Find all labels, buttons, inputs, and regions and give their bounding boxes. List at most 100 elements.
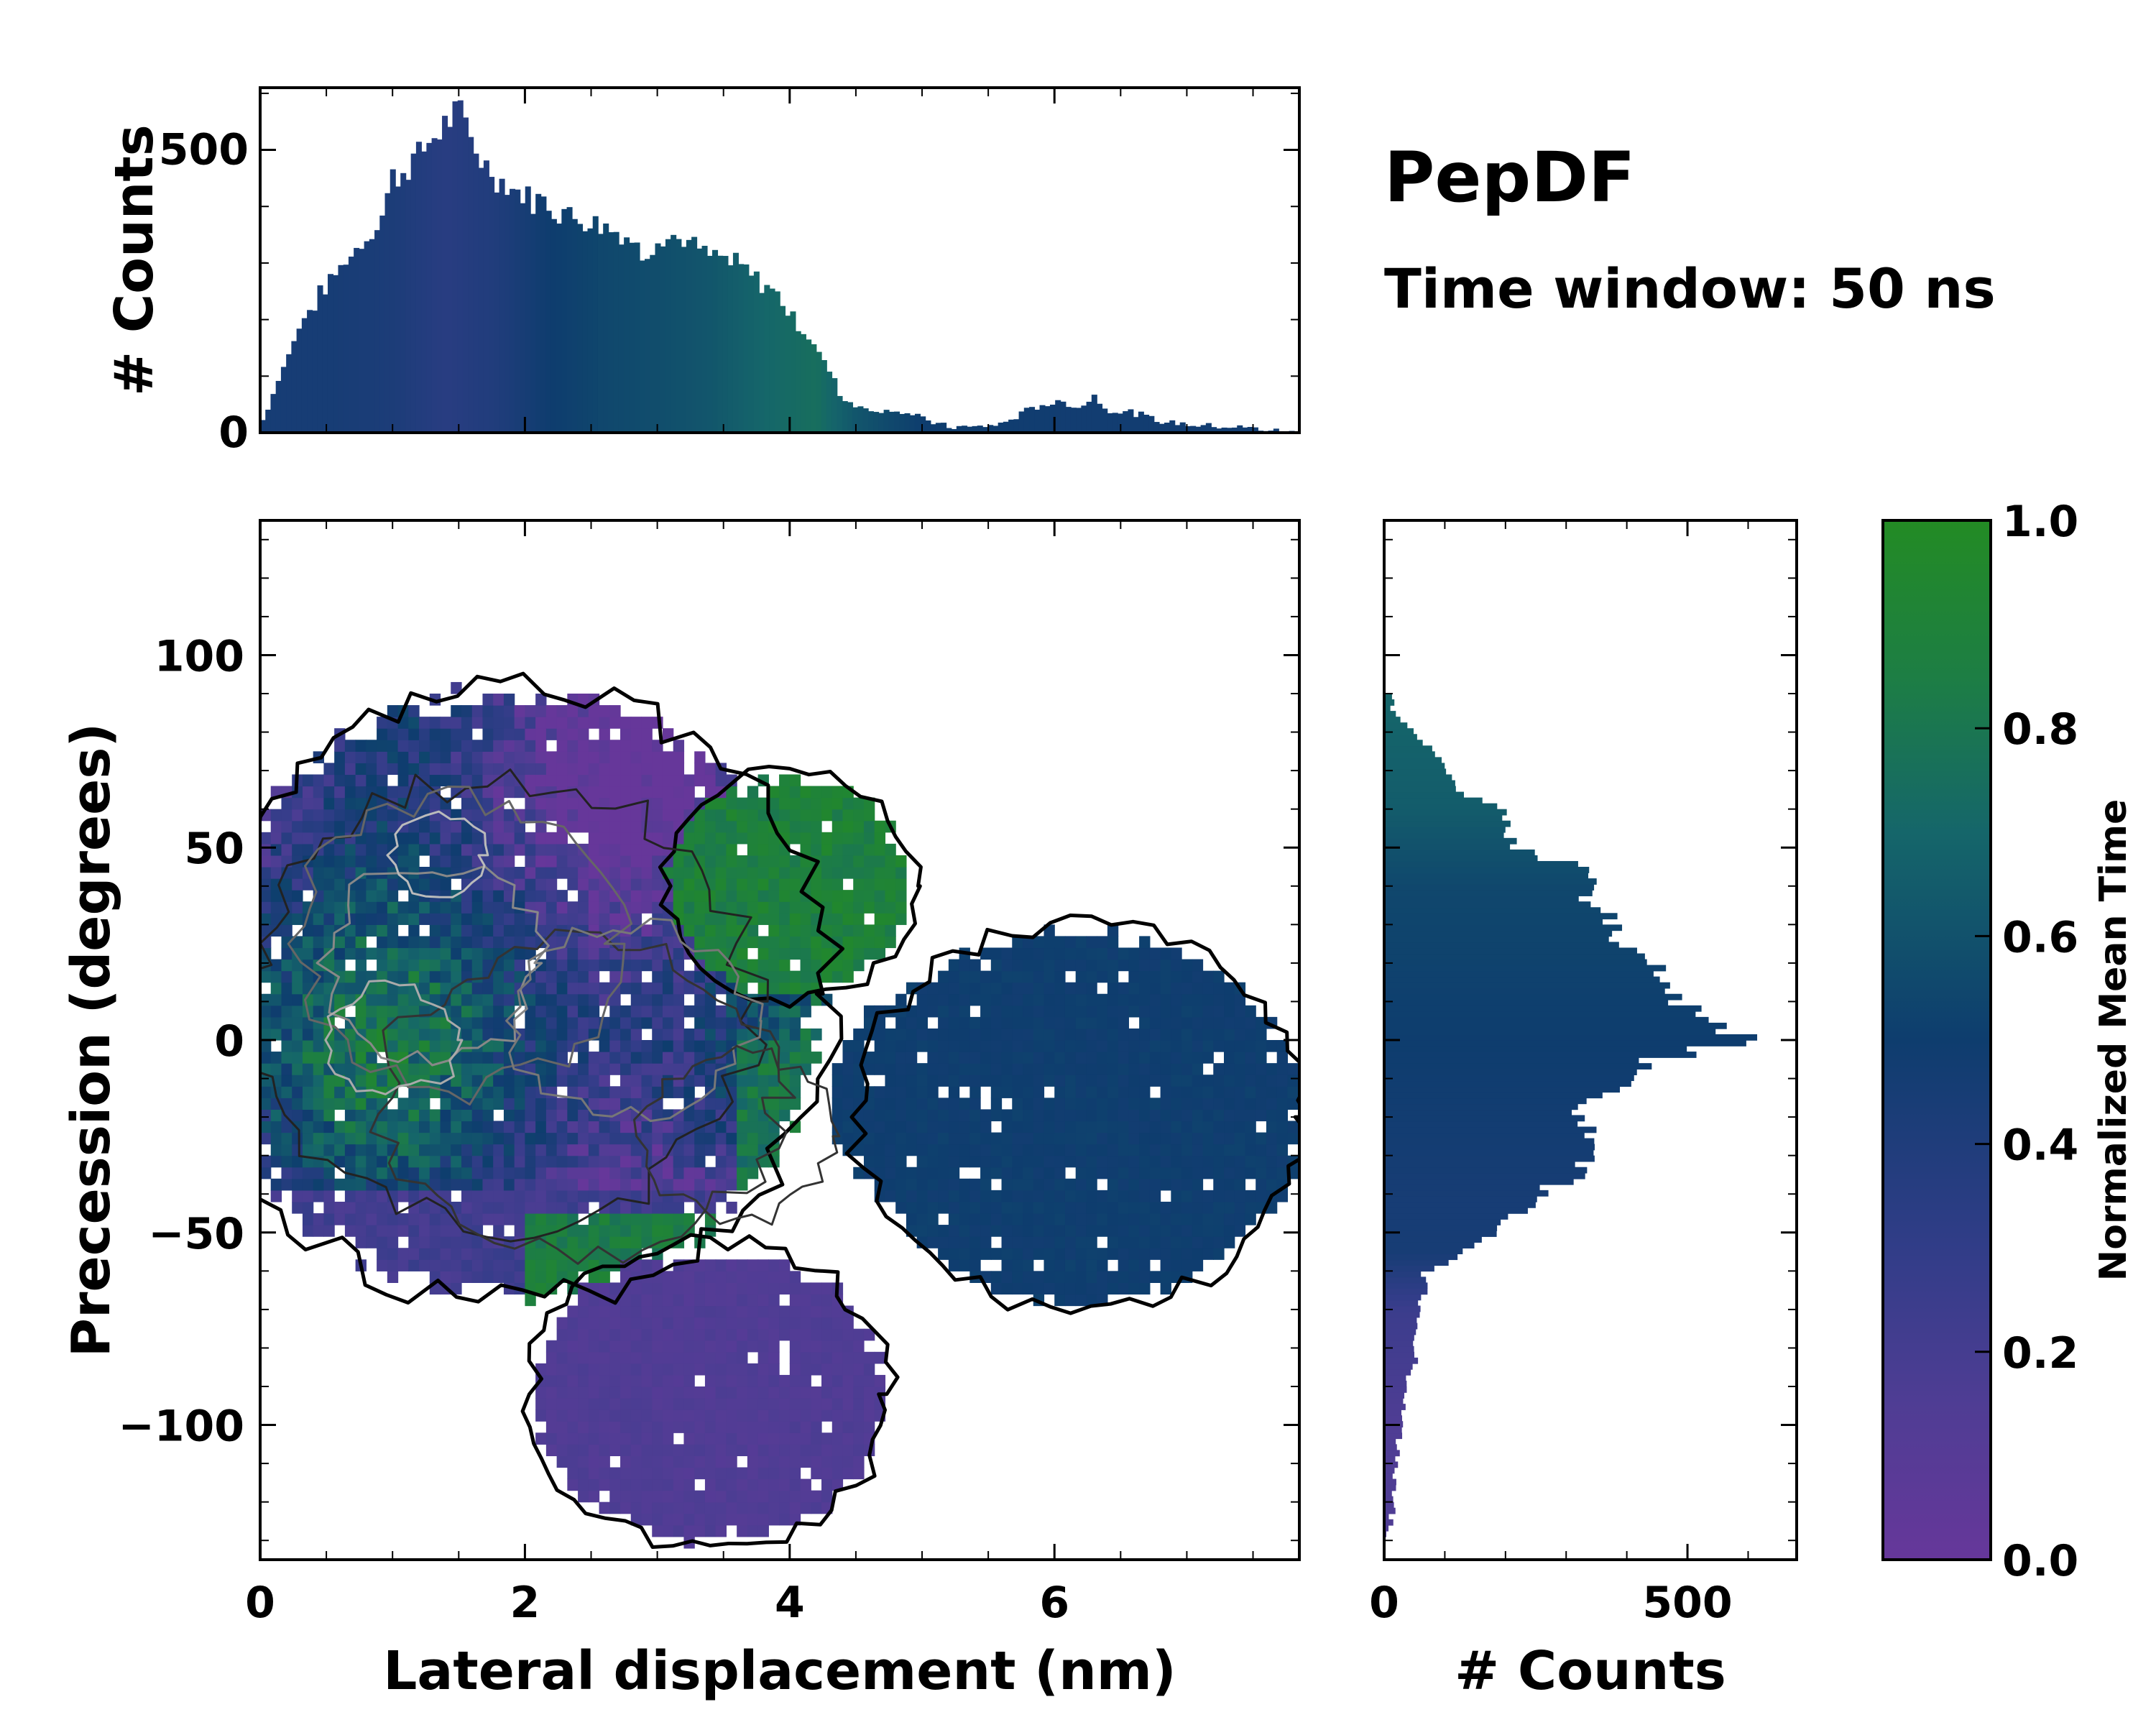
density-cell (641, 1121, 653, 1133)
density-cell (863, 1132, 875, 1145)
top-histogram-bar (972, 426, 978, 433)
top-histogram-bar (867, 411, 874, 433)
density-cell (578, 993, 589, 1006)
density-cell (715, 890, 727, 902)
density-cell (1064, 1121, 1077, 1133)
density-cell (620, 1386, 632, 1399)
density-cell (461, 1075, 473, 1087)
density-cell (514, 1121, 526, 1133)
right-histogram-bar (1384, 699, 1395, 706)
top-histogram-bar (769, 288, 775, 433)
density-cell (789, 1490, 801, 1503)
density-cell (747, 1409, 759, 1422)
density-cell (959, 1052, 970, 1064)
density-cell (1160, 1213, 1171, 1225)
density-cell (747, 1363, 759, 1376)
density-cell (567, 1075, 579, 1087)
density-cell (1128, 1098, 1140, 1110)
density-cell (821, 1409, 833, 1422)
density-cell (1033, 1040, 1045, 1052)
density-cell (842, 797, 854, 810)
density-cell (630, 1478, 642, 1491)
density-cell (599, 1167, 610, 1179)
density-cell (673, 970, 685, 983)
density-cell (260, 901, 272, 914)
density-cell (599, 1086, 610, 1098)
density-cell (757, 1271, 769, 1283)
density-cell (768, 924, 780, 937)
density-cell (1012, 1005, 1023, 1018)
density-cell (260, 936, 272, 949)
density-cell (366, 924, 377, 937)
density-cell (1266, 1040, 1278, 1052)
top-histogram-bar (1081, 405, 1087, 433)
density-cell (493, 1005, 505, 1018)
density-cell (419, 1236, 430, 1248)
density-cell (715, 1086, 727, 1098)
density-cell (493, 982, 505, 995)
density-cell (1181, 1063, 1193, 1075)
density-cell (1128, 982, 1140, 995)
density-cell (503, 1109, 515, 1122)
density-cell (779, 867, 791, 879)
density-cell (916, 1213, 928, 1225)
density-cell (630, 970, 642, 983)
density-cell (1023, 1016, 1034, 1029)
density-cell (1213, 1098, 1225, 1110)
density-cell (768, 1351, 780, 1364)
density-cell (715, 1467, 727, 1480)
density-cell (387, 947, 399, 960)
density-cell (673, 1213, 685, 1225)
density-cell (704, 1409, 717, 1422)
density-cell (578, 947, 589, 960)
density-cell (408, 1040, 420, 1052)
top-histogram-bar (1086, 401, 1092, 433)
density-cell (281, 809, 292, 822)
density-cell (419, 740, 430, 752)
density-cell (355, 936, 367, 949)
density-cell (980, 1052, 992, 1064)
density-cell (630, 1374, 642, 1387)
density-cell (599, 1340, 610, 1353)
density-cell (779, 1075, 791, 1087)
main-ytick-label: 0 (214, 1016, 244, 1067)
density-cell (313, 1167, 325, 1179)
density-cell (768, 970, 780, 983)
main-ytick-label: 50 (185, 824, 245, 874)
density-cell (344, 751, 356, 763)
top-histogram-bar (525, 186, 531, 433)
density-cell (1075, 1213, 1087, 1225)
density-cell (1171, 1132, 1182, 1145)
density-cell (1213, 1132, 1225, 1145)
density-cell (429, 797, 441, 810)
density-cell (789, 1467, 801, 1480)
density-cell (461, 959, 473, 972)
density-cell (1213, 1040, 1225, 1052)
density-cell (344, 924, 356, 937)
density-cell (1107, 924, 1119, 937)
density-cell (599, 1075, 610, 1087)
density-cell (1086, 1282, 1097, 1295)
density-cell (1107, 947, 1119, 960)
density-cell (1149, 993, 1161, 1006)
density-cell (397, 1190, 409, 1202)
density-cell (1107, 1121, 1119, 1133)
main-xtick-label: 4 (775, 1578, 805, 1628)
density-cell (471, 1190, 484, 1202)
density-cell (429, 959, 441, 972)
density-cell (355, 890, 367, 902)
density-cell (959, 1109, 970, 1122)
chart-title: PepDF (1384, 137, 1635, 218)
density-cell (630, 751, 642, 763)
density-cell (779, 1398, 791, 1410)
density-cell (609, 878, 621, 891)
density-cell (567, 1363, 579, 1376)
density-cell (313, 1052, 325, 1064)
density-cell (377, 890, 388, 902)
density-cell (980, 1144, 992, 1156)
density-cell (831, 1351, 844, 1364)
top-histogram-bar (1205, 423, 1212, 433)
density-cell (715, 1259, 727, 1271)
density-cell (938, 1201, 949, 1214)
density-cell (1064, 1075, 1077, 1087)
